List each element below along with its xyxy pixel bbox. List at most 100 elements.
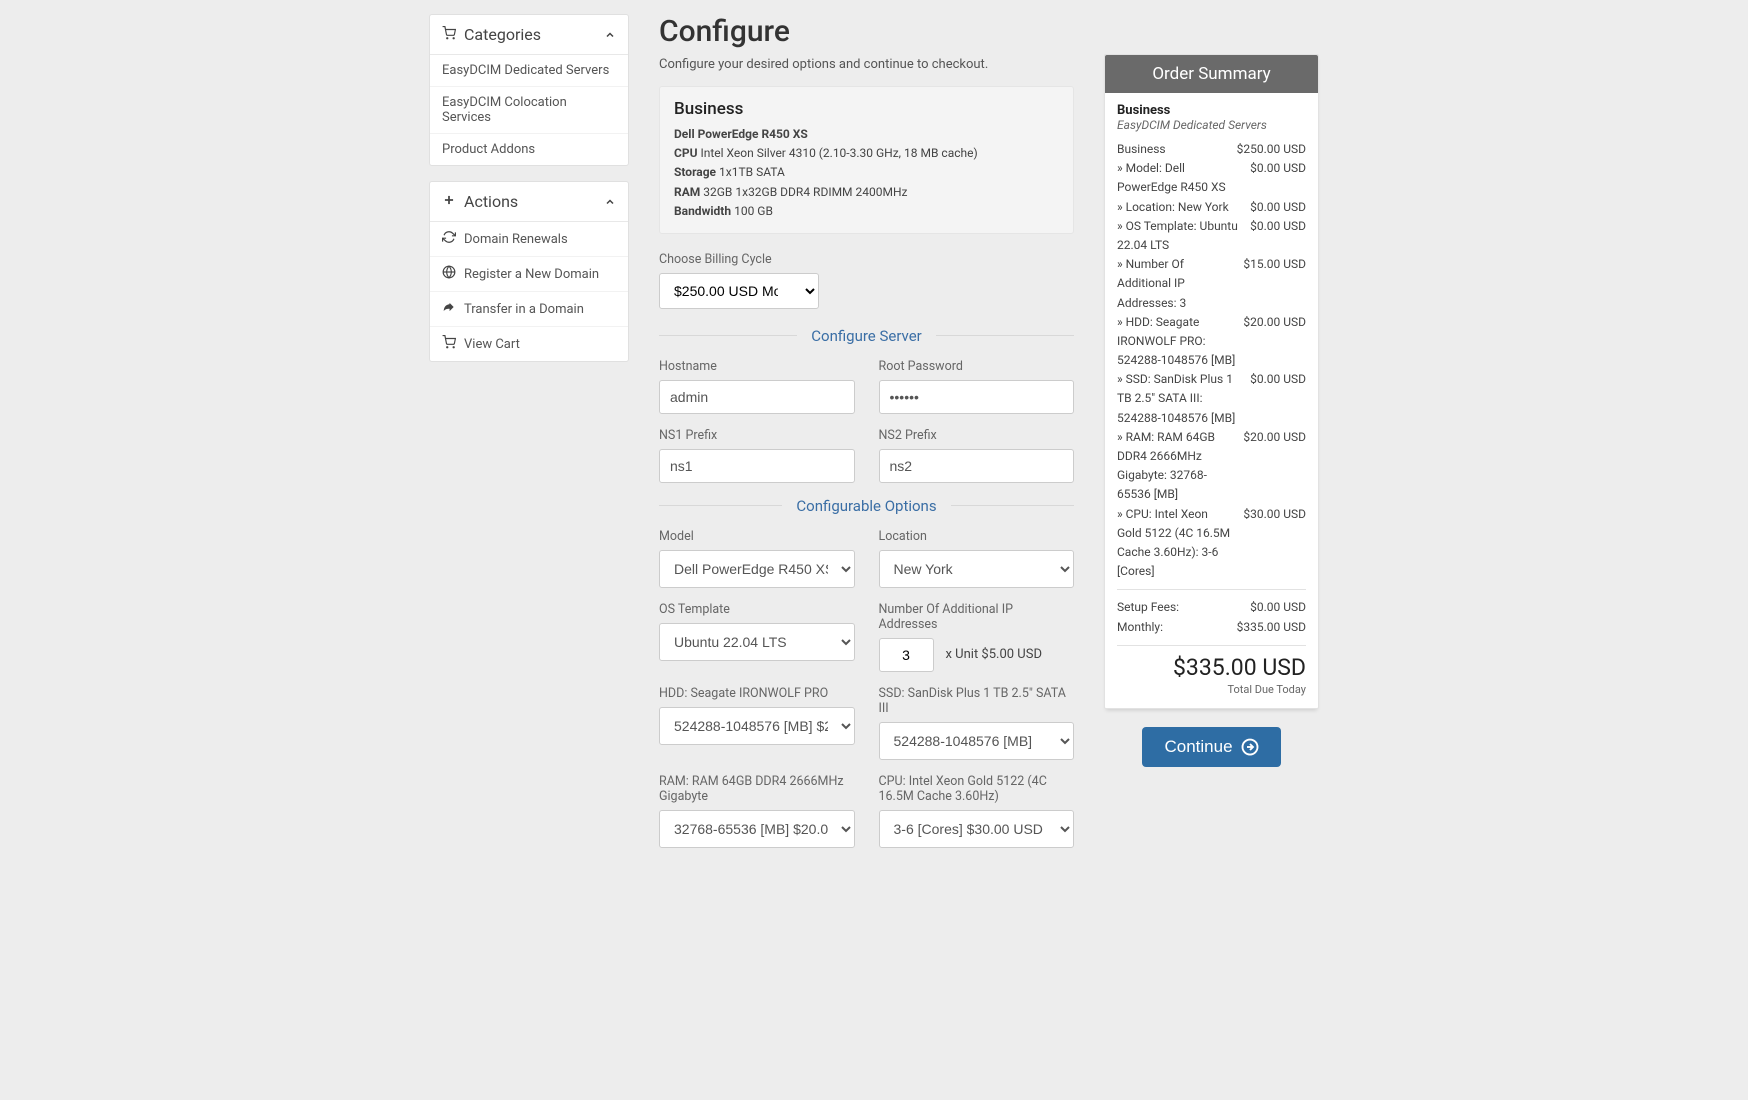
model-label: Model [659, 529, 855, 544]
section-title: Configurable Options [782, 497, 950, 515]
category-item[interactable]: EasyDCIM Colocation Services [430, 87, 628, 134]
refresh-icon [442, 230, 456, 248]
product-spec-box: Business Dell PowerEdge R450 XS CPU Inte… [659, 86, 1074, 234]
summary-line-amount: $0.00 USD [1242, 159, 1306, 197]
globe-icon [442, 265, 456, 283]
ns1-input[interactable] [659, 449, 855, 483]
ip-label: Number Of Additional IP Addresses [879, 602, 1075, 632]
ip-unit-label: x Unit $5.00 USD [946, 647, 1042, 662]
summary-line-label: » OS Template: Ubuntu 22.04 LTS [1117, 217, 1242, 255]
action-item-register[interactable]: Register a New Domain [430, 257, 628, 292]
action-label: Register a New Domain [464, 267, 599, 282]
ram-option-label: RAM: RAM 64GB DDR4 2666MHz Gigabyte [659, 774, 855, 804]
spec-ram-label: RAM [674, 185, 700, 199]
summary-line-amount: $0.00 USD [1242, 198, 1306, 217]
os-label: OS Template [659, 602, 855, 617]
summary-line: Business$250.00 USD [1117, 140, 1306, 159]
root-password-label: Root Password [879, 359, 1075, 374]
summary-line: » Model: Dell PowerEdge R450 XS$0.00 USD [1117, 159, 1306, 197]
summary-line-label: » SSD: SanDisk Plus 1 TB 2.5" SATA III: … [1117, 370, 1242, 428]
root-password-input[interactable] [879, 380, 1075, 414]
hdd-select[interactable]: 524288-1048576 [MB] $20. [659, 707, 855, 745]
summary-line-amount: $250.00 USD [1229, 140, 1306, 159]
cpu-select[interactable]: 3-6 [Cores] $30.00 USD [879, 810, 1075, 848]
category-label: EasyDCIM Dedicated Servers [442, 63, 609, 78]
page-title: Configure [659, 14, 1074, 49]
action-item-transfer[interactable]: Transfer in a Domain [430, 292, 628, 327]
summary-header: Order Summary [1105, 55, 1318, 93]
section-title: Configure Server [797, 327, 936, 345]
total-sub-label: Total Due Today [1117, 683, 1306, 696]
summary-line-amount: $0.00 USD [1242, 370, 1306, 428]
location-label: Location [879, 529, 1075, 544]
configure-server-divider: Configure Server [659, 327, 1074, 345]
chevron-up-icon [604, 29, 616, 41]
summary-line-amount: $15.00 USD [1235, 255, 1306, 313]
summary-product-name: Business [1117, 103, 1306, 118]
summary-line-amount: $30.00 USD [1235, 505, 1306, 582]
hostname-input[interactable] [659, 380, 855, 414]
summary-line-label: » Number Of Additional IP Addresses: 3 [1117, 255, 1235, 313]
summary-line-label: Business [1117, 140, 1229, 159]
hostname-label: Hostname [659, 359, 855, 374]
actions-header[interactable]: Actions [430, 182, 628, 222]
category-label: Product Addons [442, 142, 535, 157]
ip-count-input[interactable] [879, 638, 934, 672]
summary-line-amount: $20.00 USD [1235, 313, 1306, 371]
ram-select[interactable]: 32768-65536 [MB] $20.00 U [659, 810, 855, 848]
chevron-up-icon [604, 196, 616, 208]
summary-line-label: » Location: New York [1117, 198, 1242, 217]
summary-line: » Number Of Additional IP Addresses: 3$1… [1117, 255, 1306, 313]
monthly-amount: $335.00 USD [1229, 618, 1306, 637]
category-item[interactable]: EasyDCIM Dedicated Servers [430, 55, 628, 87]
action-label: Transfer in a Domain [464, 302, 584, 317]
monthly-label: Monthly: [1117, 618, 1229, 637]
summary-line-label: » CPU: Intel Xeon Gold 5122 (4C 16.5M Ca… [1117, 505, 1235, 582]
action-item-cart[interactable]: View Cart [430, 327, 628, 361]
category-label: EasyDCIM Colocation Services [442, 95, 616, 125]
arrow-right-circle-icon [1241, 738, 1259, 756]
spec-storage-value: 1x1TB SATA [719, 165, 785, 179]
spec-bw-value: 100 GB [734, 204, 773, 218]
location-select[interactable]: New York [879, 550, 1075, 588]
spec-model: Dell PowerEdge R450 XS [674, 127, 808, 141]
continue-button[interactable]: Continue [1142, 727, 1280, 767]
cart-icon [442, 335, 456, 353]
action-item-renewals[interactable]: Domain Renewals [430, 222, 628, 257]
summary-line-amount: $0.00 USD [1242, 217, 1306, 255]
page-subtitle: Configure your desired options and conti… [659, 57, 1074, 72]
ns2-input[interactable] [879, 449, 1075, 483]
ssd-select[interactable]: 524288-1048576 [MB] [879, 722, 1075, 760]
plus-icon [442, 192, 456, 211]
summary-line: » CPU: Intel Xeon Gold 5122 (4C 16.5M Ca… [1117, 505, 1306, 582]
categories-header[interactable]: Categories [430, 15, 628, 55]
order-summary: Order Summary Business EasyDCIM Dedicate… [1104, 54, 1319, 709]
spec-bw-label: Bandwidth [674, 204, 731, 218]
summary-line: » HDD: Seagate IRONWOLF PRO: 524288-1048… [1117, 313, 1306, 371]
hdd-label: HDD: Seagate IRONWOLF PRO [659, 686, 855, 701]
billing-label: Choose Billing Cycle [659, 252, 1074, 267]
summary-line: » OS Template: Ubuntu 22.04 LTS$0.00 USD [1117, 217, 1306, 255]
summary-line: » SSD: SanDisk Plus 1 TB 2.5" SATA III: … [1117, 370, 1306, 428]
setup-fees-label: Setup Fees: [1117, 598, 1242, 617]
actions-list: Domain Renewals Register a New Domain Tr… [430, 222, 628, 361]
categories-list: EasyDCIM Dedicated Servers EasyDCIM Colo… [430, 55, 628, 165]
cpu-option-label: CPU: Intel Xeon Gold 5122 (4C 16.5M Cach… [879, 774, 1075, 804]
total-amount: $335.00 USD [1117, 654, 1306, 681]
summary-product-category: EasyDCIM Dedicated Servers [1117, 118, 1306, 132]
share-icon [442, 300, 456, 318]
spec-storage-label: Storage [674, 165, 716, 179]
summary-line-label: » HDD: Seagate IRONWOLF PRO: 524288-1048… [1117, 313, 1235, 371]
actions-panel: Actions Domain Renewals Register a New D… [429, 181, 629, 362]
model-select[interactable]: Dell PowerEdge R450 XS [659, 550, 855, 588]
setup-fees-amount: $0.00 USD [1242, 598, 1306, 617]
summary-line-label: » RAM: RAM 64GB DDR4 2666MHz Gigabyte: 3… [1117, 428, 1235, 505]
continue-label: Continue [1164, 737, 1232, 757]
billing-cycle-select[interactable]: $250.00 USD Monthly [659, 273, 819, 309]
category-item[interactable]: Product Addons [430, 134, 628, 165]
cart-icon [442, 25, 456, 44]
action-label: Domain Renewals [464, 232, 568, 247]
os-select[interactable]: Ubuntu 22.04 LTS [659, 623, 855, 661]
summary-line-label: » Model: Dell PowerEdge R450 XS [1117, 159, 1242, 197]
spec-cpu-label: CPU [674, 146, 698, 160]
